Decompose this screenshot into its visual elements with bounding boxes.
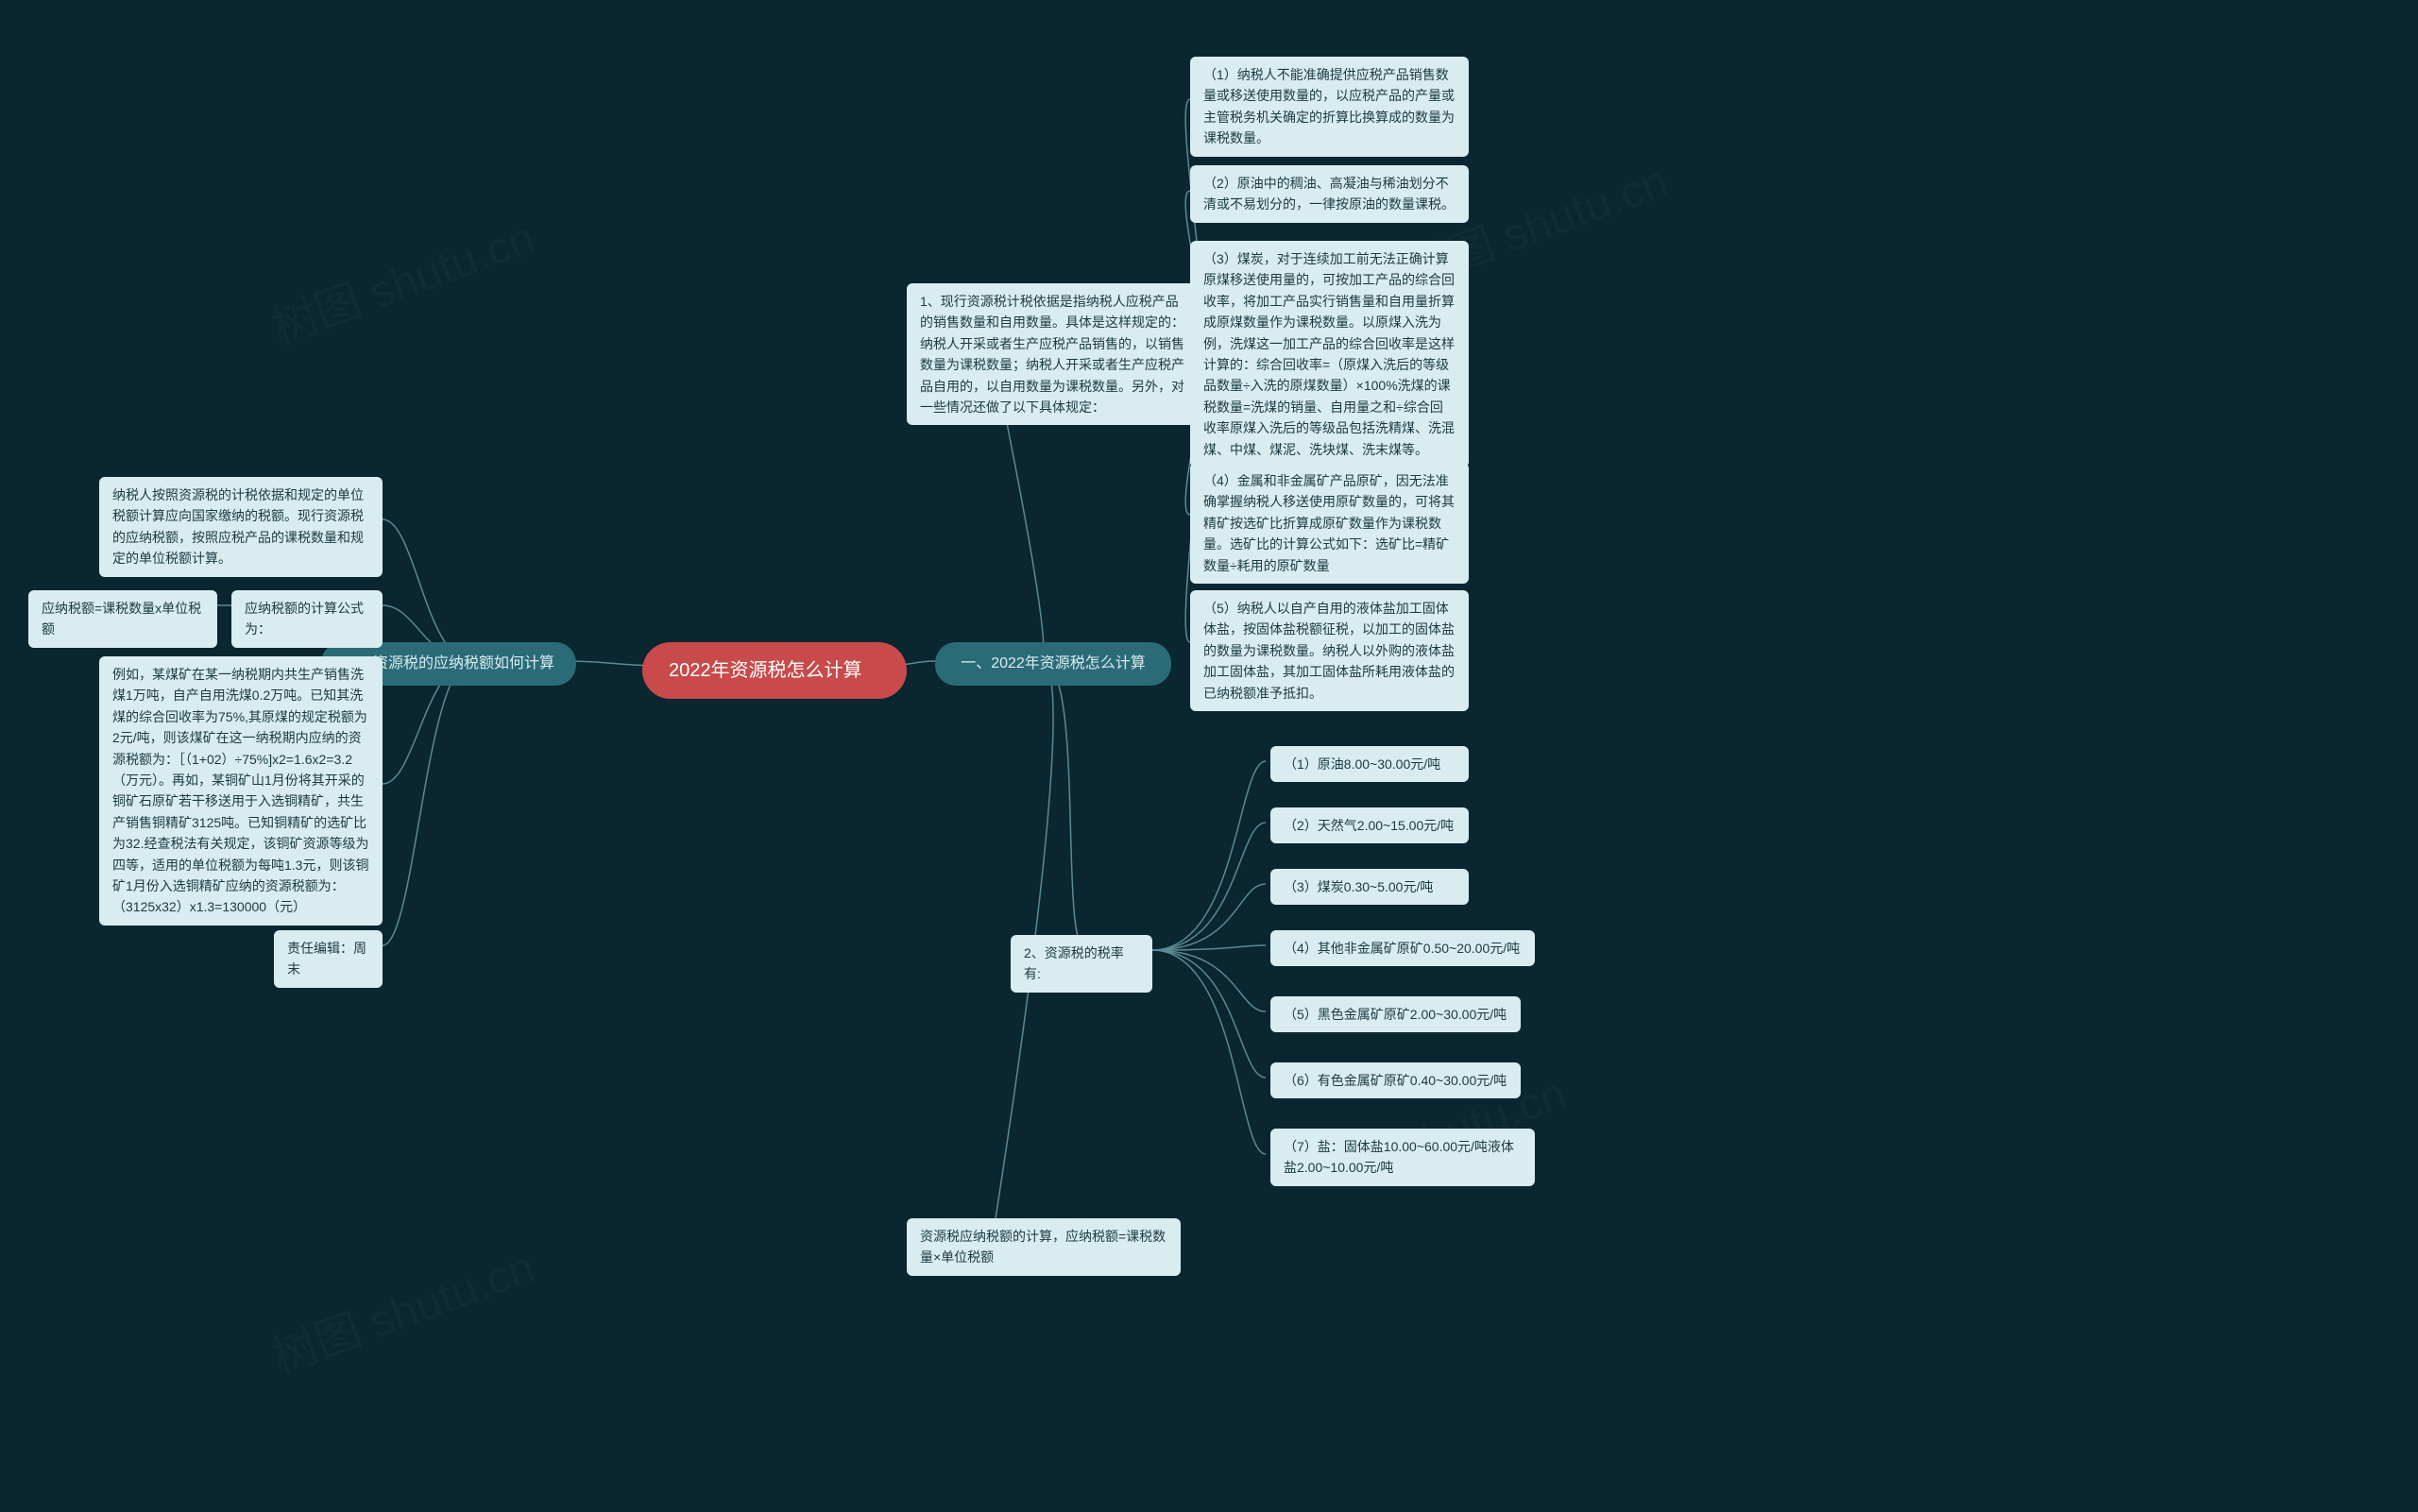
leaf-r1a: （1）纳税人不能准确提供应税产品销售数量或移送使用数量的，以应税产品的产量或主管… (1190, 57, 1469, 157)
watermark: 树图 shutu.cn (262, 1230, 542, 1385)
leaf-r2g: （7）盐：固体盐10.00~60.00元/吨液体盐2.00~10.00元/吨 (1270, 1129, 1535, 1186)
leaf-r1: 1、现行资源税计税依据是指纳税人应税产品的销售数量和自用数量。具体是这样规定的：… (907, 283, 1200, 425)
leaf-l4: 责任编辑：周末 (274, 930, 383, 988)
root-node: 2022年资源税怎么计算 (642, 642, 907, 699)
leaf-r1b: （2）原油中的稠油、高凝油与稀油划分不清或不易划分的，一律按原油的数量课税。 (1190, 165, 1469, 223)
leaf-r2f: （6）有色金属矿原矿0.40~30.00元/吨 (1270, 1062, 1521, 1098)
leaf-l3: 例如，某煤矿在某一纳税期内共生产销售洗煤1万吨，自产自用洗煤0.2万吨。已知其洗… (99, 656, 383, 926)
leaf-r1e: （5）纳税人以自产自用的液体盐加工固体体盐，按固体盐税额征税，以加工的固体盐的数… (1190, 590, 1469, 711)
leaf-r2a: （1）原油8.00~30.00元/吨 (1270, 746, 1469, 782)
leaf-r2b: （2）天然气2.00~15.00元/吨 (1270, 807, 1469, 843)
branch-right: 一、2022年资源税怎么计算 (935, 642, 1171, 686)
leaf-r2c: （3）煤炭0.30~5.00元/吨 (1270, 869, 1469, 905)
leaf-r2: 2、资源税的税率有: (1011, 935, 1152, 993)
leaf-l1: 纳税人按照资源税的计税依据和规定的单位税额计算应向国家缴纳的税额。现行资源税的应… (99, 477, 383, 577)
leaf-l2: 应纳税额的计算公式为： (231, 590, 383, 648)
leaf-r3: 资源税应纳税额的计算，应纳税额=课税数量×单位税额 (907, 1218, 1181, 1276)
leaf-r2d: （4）其他非金属矿原矿0.50~20.00元/吨 (1270, 930, 1535, 966)
leaf-r1c: （3）煤炭，对于连续加工前无法正确计算原煤移送使用量的，可按加工产品的综合回收率… (1190, 241, 1469, 467)
watermark: 树图 shutu.cn (262, 200, 542, 356)
leaf-r1d: （4）金属和非金属矿产品原矿，因无法准确掌握纳税人移送使用原矿数量的，可将其精矿… (1190, 463, 1469, 584)
leaf-l2a: 应纳税额=课税数量x单位税额 (28, 590, 217, 648)
leaf-r2e: （5）黑色金属矿原矿2.00~30.00元/吨 (1270, 996, 1521, 1032)
